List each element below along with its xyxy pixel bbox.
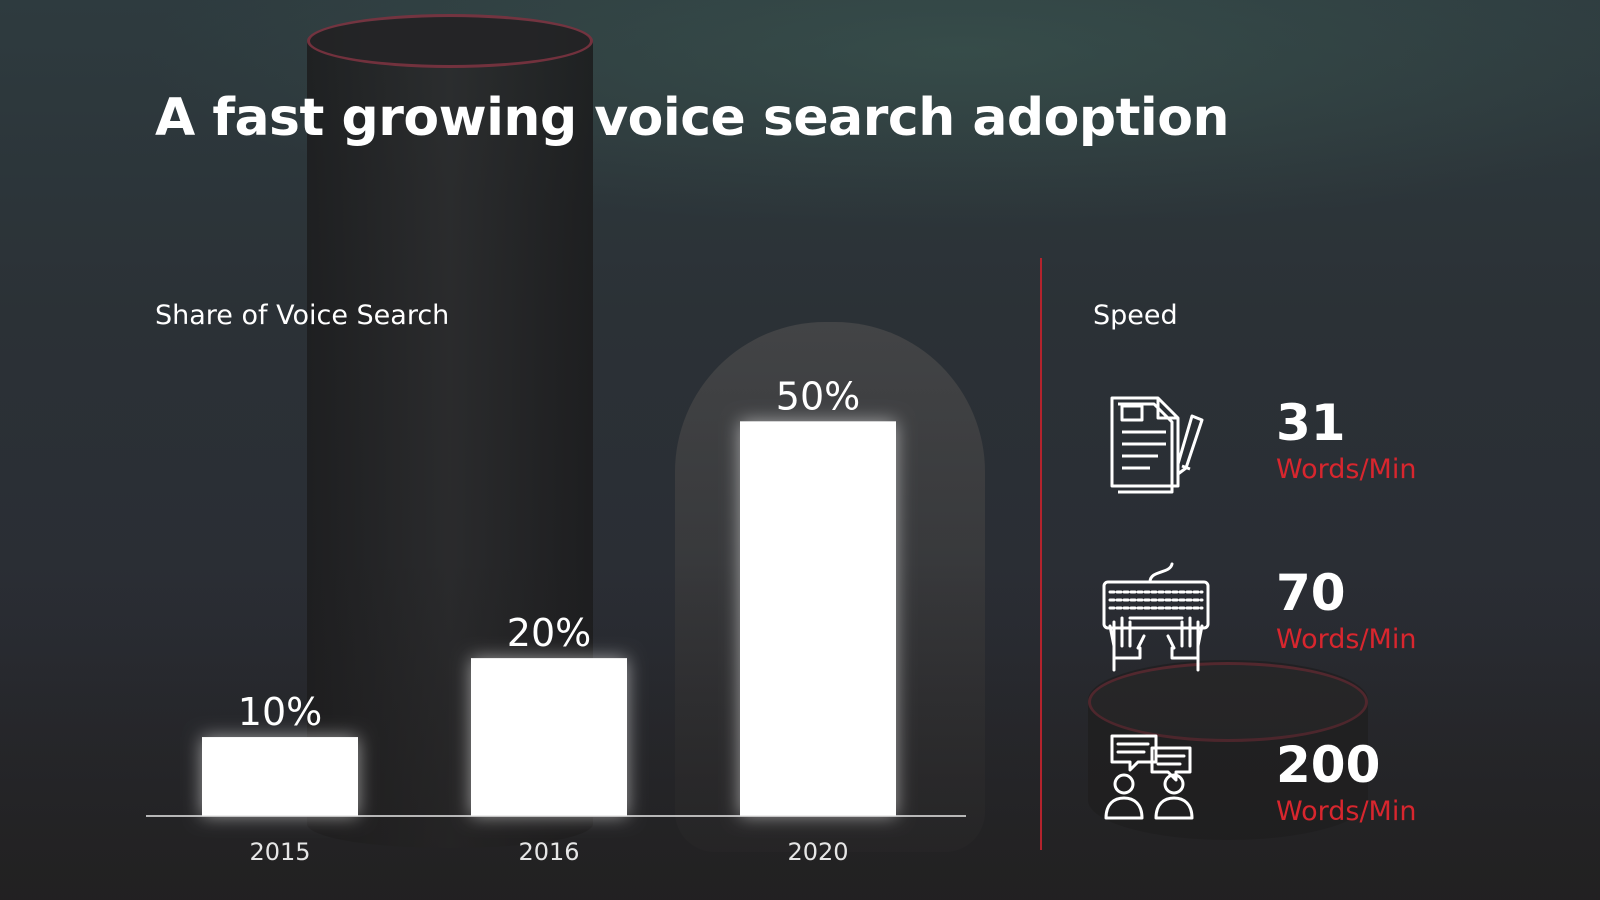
bar-2016 <box>471 658 627 816</box>
speed-value: 70 <box>1276 564 1346 622</box>
speed-value: 31 <box>1276 394 1346 452</box>
x-tick-label: 2015 <box>249 838 310 866</box>
keyboard-typing-icon <box>1102 562 1210 672</box>
speed-unit: Words/Min <box>1276 796 1417 827</box>
document-writing-icon <box>1110 396 1204 494</box>
bar-2015 <box>202 737 358 816</box>
bar-value-label: 10% <box>238 690 322 734</box>
chart-canvas: 10% 2015 20% 2016 50% 2020 <box>146 374 966 866</box>
speed-unit: Words/Min <box>1276 624 1417 655</box>
x-tick-label: 2016 <box>518 838 579 866</box>
speed-title: Speed <box>1093 300 1178 331</box>
speed-item-talking: 200 Words/Min <box>1100 734 1520 854</box>
slide-title: A fast growing voice search adoption <box>155 88 1230 148</box>
chart-title: Share of Voice Search <box>155 300 450 331</box>
speed-item-typing: 70 Words/Min <box>1100 562 1520 682</box>
speed-value: 200 <box>1276 736 1381 794</box>
speed-item-writing: 31 Words/Min <box>1100 392 1520 512</box>
x-tick-label: 2020 <box>787 838 848 866</box>
tall-smart-speaker-top <box>307 14 593 68</box>
people-talking-icon <box>1104 734 1194 820</box>
bar-2020 <box>740 421 896 816</box>
speed-unit: Words/Min <box>1276 454 1417 485</box>
section-divider <box>1040 258 1042 850</box>
bar-value-label: 20% <box>507 611 591 655</box>
background-glow <box>0 0 1600 260</box>
bar-value-label: 50% <box>776 374 860 418</box>
voice-search-bar-chart: 10% 2015 20% 2016 50% 2020 <box>140 340 980 880</box>
